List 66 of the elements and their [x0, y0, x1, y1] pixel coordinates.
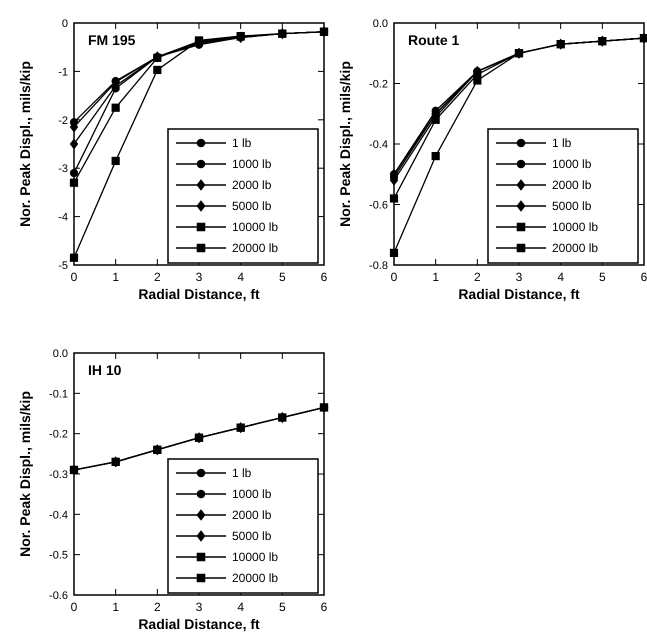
x-tick-label: 0: [70, 600, 78, 614]
x-tick-label: 3: [196, 270, 203, 284]
text: FM 195: [88, 32, 136, 48]
y-axis-title: Nor. Peak Displ., mils/kip: [17, 391, 33, 557]
x-tick-label: 1: [112, 600, 120, 614]
y-tick-label: 0.0: [372, 18, 388, 30]
y-tick-label: -0.4: [369, 139, 388, 151]
x-tick-label: 2: [154, 270, 161, 284]
x-tick-label: 6: [320, 600, 328, 614]
legend-label: 1000 lb: [232, 157, 272, 171]
y-tick-label: -2: [58, 114, 68, 127]
y-tick-label: -0.5: [49, 550, 68, 562]
legend-label: 1 lb: [232, 466, 252, 480]
legend-label: 20000 lb: [232, 241, 278, 255]
legend-label: 10000 lb: [232, 550, 278, 564]
legend-label: 10000 lb: [552, 220, 598, 234]
legend-label: 1 lb: [232, 136, 252, 150]
x-tick-label: 5: [598, 270, 606, 284]
y-tick-label: -1: [58, 66, 68, 78]
x-tick-label: 3: [516, 270, 523, 284]
y-tick-label: -0.6: [369, 200, 388, 212]
x-tick-label: 6: [640, 270, 647, 284]
x-tick-label: 2: [474, 270, 481, 284]
y-tick-label: 0: [62, 18, 68, 30]
x-tick-label: 3: [196, 600, 203, 614]
y-tick-label: -0.6: [49, 590, 68, 602]
x-tick-label: 6: [320, 270, 328, 284]
legend-label: 20000 lb: [232, 571, 278, 585]
x-tick-label: 5: [278, 270, 286, 284]
y-tick-label: -0.2: [369, 78, 388, 90]
y-tick-label: -3: [58, 163, 68, 176]
y-tick-label: 0.0: [52, 348, 68, 360]
legend-label: 5000 lb: [232, 529, 272, 543]
x-tick-label: 1: [432, 270, 440, 284]
y-tick-label: -0.8: [369, 260, 388, 272]
x-tick-label: 5: [278, 600, 286, 614]
text: IH 10: [88, 362, 122, 378]
x-axis-title: Radial Distance, ft: [458, 286, 580, 302]
legend-label: 20000 lb: [552, 241, 598, 255]
y-tick-label: -0.3: [49, 469, 68, 481]
y-tick-label: -0.2: [49, 428, 68, 441]
x-tick-label: 0: [70, 270, 78, 284]
y-tick-label: -4: [58, 212, 68, 224]
y-tick-label: -5: [58, 260, 68, 272]
legend-label: 1000 lb: [552, 157, 592, 171]
legend-label: 1 lb: [552, 136, 572, 150]
legend-label: 2000 lb: [232, 178, 272, 192]
legend-label: 2000 lb: [552, 178, 592, 192]
y-tick-label: -0.1: [49, 388, 68, 400]
legend-label: 5000 lb: [232, 199, 272, 213]
y-tick-label: -0.4: [49, 509, 68, 522]
x-axis-title: Radial Distance, ft: [138, 286, 260, 302]
x-tick-label: 2: [154, 600, 161, 614]
y-axis-title: Nor. Peak Displ., mils/kip: [17, 61, 33, 227]
x-tick-label: 4: [237, 270, 244, 284]
x-tick-label: 1: [112, 270, 120, 284]
text: Route 1: [408, 32, 460, 48]
legend-label: 10000 lb: [232, 220, 278, 234]
legend-label: 5000 lb: [552, 199, 592, 213]
legend-label: 1000 lb: [232, 487, 272, 501]
y-axis-title: Nor. Peak Displ., mils/kip: [337, 61, 353, 227]
x-axis-title: Radial Distance, ft: [138, 616, 260, 632]
x-tick-label: 4: [237, 600, 244, 614]
x-tick-label: 4: [557, 270, 564, 284]
legend-label: 2000 lb: [232, 508, 272, 522]
x-tick-label: 0: [390, 270, 398, 284]
